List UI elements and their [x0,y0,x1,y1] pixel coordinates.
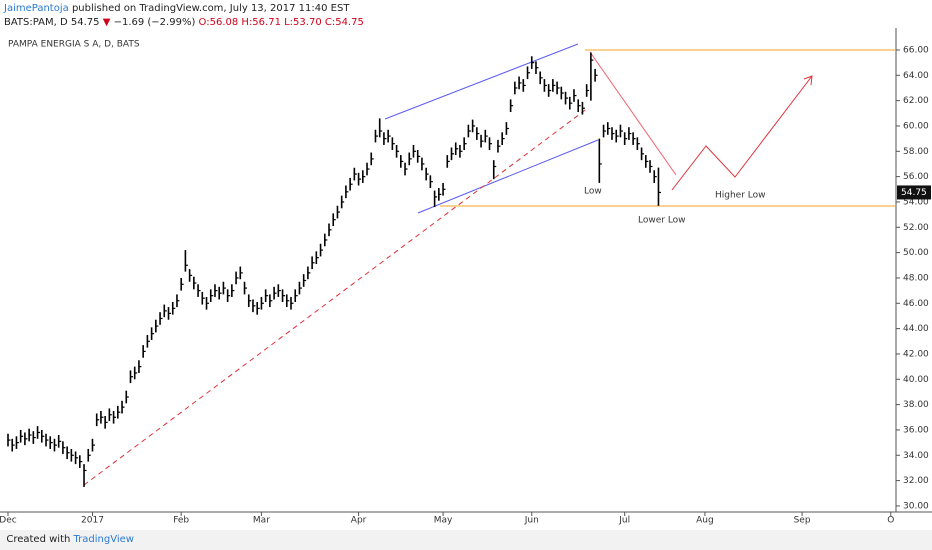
last-price-label: 54.75 [901,188,927,198]
channel-lower [417,139,599,214]
y-tick-label: 32.00 [903,476,929,486]
x-tick-label: Dec [0,516,17,526]
y-tick-label: 38.00 [903,400,929,410]
arrow: ▼ [102,17,111,28]
trend-dashed [83,107,589,486]
brand[interactable]: TradingView [73,534,134,545]
arrow-head [803,75,813,86]
published: published on TradingView.com, July 13, 2… [71,3,350,14]
y-tick-label: 52.00 [903,223,929,233]
annotation: Low [584,187,602,197]
y-tick-label: 34.00 [903,451,929,461]
y-tick-label: 58.00 [903,147,929,157]
chart-title: PAMPA ENERGIA S A, D, BATS [8,40,140,50]
y-tick-label: 42.00 [903,349,929,359]
down-path [589,51,677,176]
y-tick-label: 64.00 [903,71,929,81]
x-tick-label: May [434,516,453,526]
created: Created with [6,534,71,545]
x-tick-label: Mar [253,516,270,526]
footer: Created with TradingView [0,530,932,550]
x-tick-label: 2017 [81,516,104,526]
x-tick-label: Feb [173,516,189,526]
y-tick-label: 60.00 [903,121,929,131]
y-tick-label: 54.00 [903,197,929,207]
x-tick-label: Aug [696,516,714,526]
y-tick-label: 62.00 [903,96,929,106]
y-tick-label: 36.00 [903,425,929,435]
x-tick-label: O [887,516,894,526]
symbol: BATS:PAM, D [4,17,68,28]
author[interactable]: JaimePantoja [4,3,69,14]
y-tick-label: 44.00 [903,324,929,334]
y-tick-label: 40.00 [903,375,929,385]
annotation: Higher Low [715,191,766,201]
ohlc: O:56.08 H:56.71 L:53.70 C:54.75 [198,17,364,28]
channel-upper [384,43,579,120]
change: −1.69 (−2.99%) [113,17,196,28]
background [0,28,932,530]
price: 54.75 [70,17,100,28]
drawings [83,43,896,486]
chart: PAMPA ENERGIA S A, D, BATS Low Lower Low… [0,28,932,530]
y-tick-label: 48.00 [903,273,929,283]
x-tick-label: Jul [618,516,630,526]
y-tick-label: 66.00 [903,45,929,55]
projection-path [671,75,813,191]
annotation: Lower Low [638,216,686,226]
quote-line: BATS:PAM, D 54.75 ▼ −1.69 (−2.99%) O:56.… [4,16,364,30]
header: JaimePantoja published on TradingView.co… [4,2,364,30]
y-tick-label: 30.00 [903,501,929,511]
x-tick-label: Sep [794,516,811,526]
last-price-box [897,185,931,200]
y-tick-label: 56.00 [903,172,929,182]
x-tick-label: Apr [351,516,367,526]
y-tick-label: 50.00 [903,248,929,258]
x-tick-label: Jun [524,516,539,526]
publish-line: JaimePantoja published on TradingView.co… [4,2,364,16]
y-tick-label: 46.00 [903,299,929,309]
